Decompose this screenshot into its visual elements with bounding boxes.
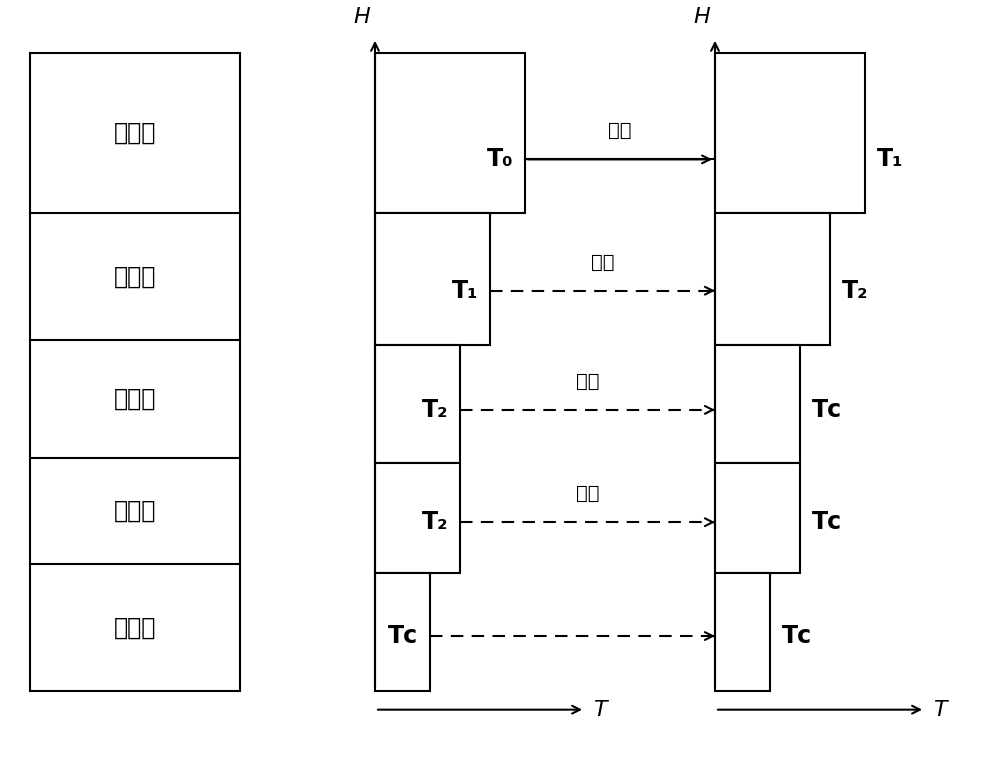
Bar <box>715 573 770 691</box>
Text: 已灘区: 已灘区 <box>114 616 156 639</box>
Bar <box>715 345 800 463</box>
Bar <box>375 53 525 213</box>
Bar <box>375 463 460 573</box>
Text: 同冷区: 同冷区 <box>114 387 156 411</box>
Text: T₂: T₂ <box>422 398 448 422</box>
Bar <box>375 213 490 345</box>
Bar <box>30 53 240 691</box>
Text: 灘浆区: 灘浆区 <box>114 499 156 523</box>
Bar <box>715 463 800 573</box>
Text: 过渡区: 过渡区 <box>114 264 156 288</box>
Text: 一冷: 一冷 <box>608 121 632 140</box>
Text: 中冷: 中冷 <box>591 253 614 272</box>
Text: H: H <box>693 7 710 27</box>
Text: T: T <box>593 700 607 720</box>
Text: Tᴄ: Tᴄ <box>388 624 418 648</box>
Bar <box>715 53 865 213</box>
Text: T₂: T₂ <box>842 279 868 303</box>
Text: T₁: T₁ <box>452 279 478 303</box>
Bar <box>375 345 460 463</box>
Text: 二冷: 二冷 <box>576 372 599 391</box>
Text: T₁: T₁ <box>877 147 904 172</box>
Text: 盖重区: 盖重区 <box>114 121 156 145</box>
Text: T₂: T₂ <box>422 510 448 534</box>
Text: Tᴄ: Tᴄ <box>812 398 842 422</box>
Text: T₀: T₀ <box>486 147 513 172</box>
Text: T: T <box>933 700 947 720</box>
Text: Tᴄ: Tᴄ <box>812 510 842 534</box>
Bar <box>375 573 430 691</box>
Text: 三冷: 三冷 <box>576 484 599 503</box>
Text: H: H <box>353 7 370 27</box>
Text: Tᴄ: Tᴄ <box>782 624 812 648</box>
Bar <box>715 213 830 345</box>
